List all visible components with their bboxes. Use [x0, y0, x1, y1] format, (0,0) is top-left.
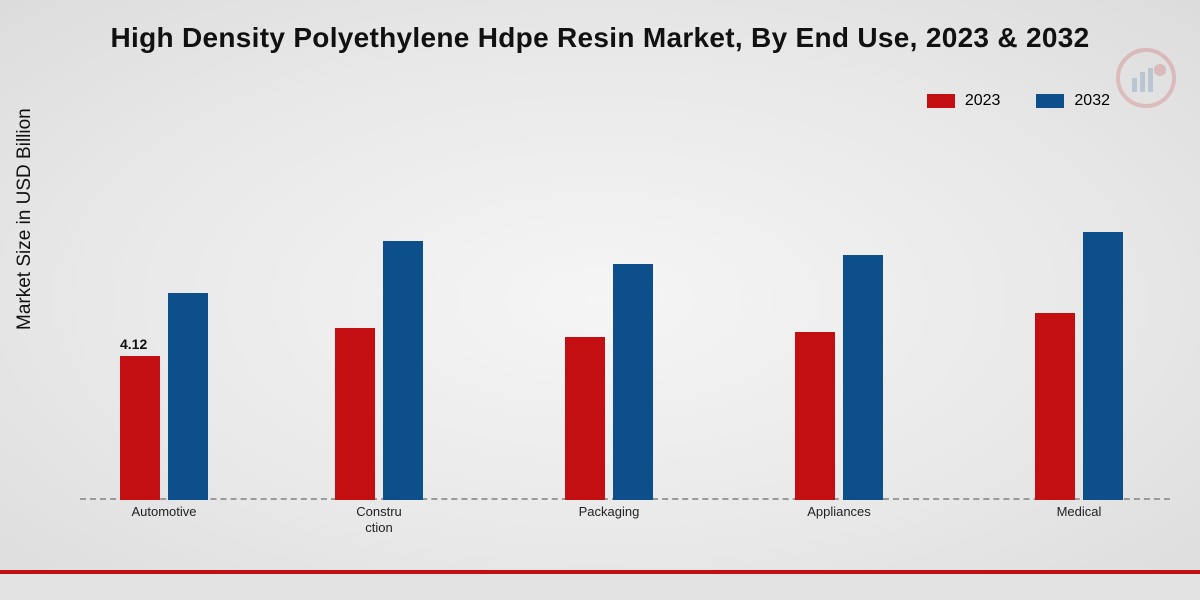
bar-appliances-2023 — [795, 332, 835, 500]
xlabel-construction: Construction — [329, 504, 429, 535]
bar-group-packaging — [565, 264, 653, 500]
legend-item-2032: 2032 — [1036, 92, 1110, 110]
bar-automotive-2023 — [120, 356, 160, 500]
bar-packaging-2032 — [613, 264, 653, 500]
legend-swatch-2023 — [927, 94, 955, 108]
legend-label-2032: 2032 — [1074, 92, 1110, 110]
bar-group-appliances — [795, 255, 883, 500]
xlabel-packaging: Packaging — [559, 504, 659, 520]
xlabel-automotive: Automotive — [114, 504, 214, 520]
bar-automotive-2032 — [168, 293, 208, 500]
xlabel-appliances: Appliances — [789, 504, 889, 520]
legend: 2023 2032 — [927, 92, 1110, 110]
plot-area: 4.12 — [80, 150, 1170, 500]
bar-group-medical — [1035, 232, 1123, 500]
chart-page: High Density Polyethylene Hdpe Resin Mar… — [0, 0, 1200, 600]
bar-appliances-2032 — [843, 255, 883, 500]
bar-group-automotive: 4.12 — [120, 293, 208, 500]
bar-construction-2023 — [335, 328, 375, 500]
bar-medical-2032 — [1083, 232, 1123, 500]
bar-construction-2032 — [383, 241, 423, 500]
watermark-logo-icon — [1116, 48, 1176, 108]
bar-value-label: 4.12 — [120, 336, 147, 352]
legend-item-2023: 2023 — [927, 92, 1001, 110]
xlabel-medical: Medical — [1029, 504, 1129, 520]
bar-group-construction — [335, 241, 423, 500]
bar-packaging-2023 — [565, 337, 605, 500]
footer-accent-bar — [0, 570, 1200, 600]
legend-swatch-2032 — [1036, 94, 1064, 108]
legend-label-2023: 2023 — [965, 92, 1001, 110]
chart-title: High Density Polyethylene Hdpe Resin Mar… — [0, 22, 1200, 54]
bar-medical-2023 — [1035, 313, 1075, 500]
y-axis-label: Market Size in USD Billion — [14, 108, 36, 330]
